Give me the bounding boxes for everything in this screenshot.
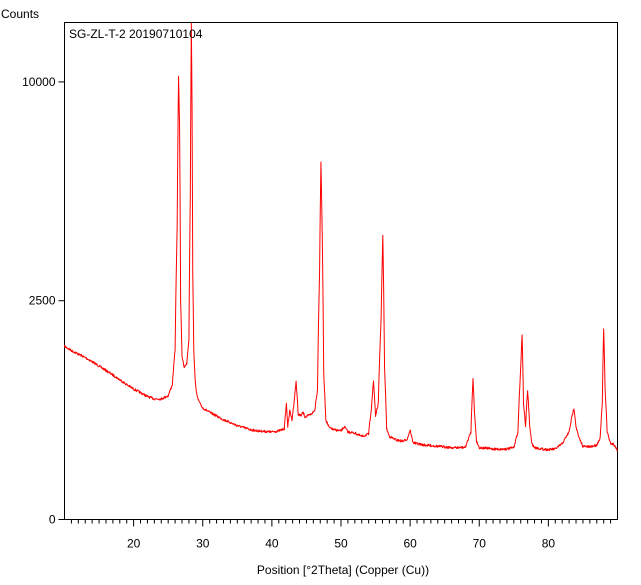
series-line [64, 22, 618, 452]
x-tick-label: 20 [127, 537, 141, 551]
x-axis: 20 30 40 50 60 70 80 [70, 519, 612, 551]
x-tick-label: 80 [542, 537, 556, 551]
y-axis-title: Counts [1, 7, 39, 21]
y-tick-label: 2500 [29, 294, 56, 308]
x-tick-label: 40 [265, 537, 279, 551]
x-axis-title: Position [°2Theta] (Copper (Cu)) [257, 563, 429, 577]
x-tick-label: 30 [196, 537, 210, 551]
y-axis: 0 2500 10000 [22, 75, 65, 527]
chart-title: SG-ZL-T-2 20190710104 [69, 27, 203, 41]
x-tick-label: 50 [334, 537, 348, 551]
y-tick-label: 10000 [22, 75, 56, 89]
x-tick-label: 60 [403, 537, 417, 551]
plot-frame [64, 22, 618, 520]
y-tick-label: 0 [49, 513, 56, 527]
x-tick-label: 70 [473, 537, 487, 551]
